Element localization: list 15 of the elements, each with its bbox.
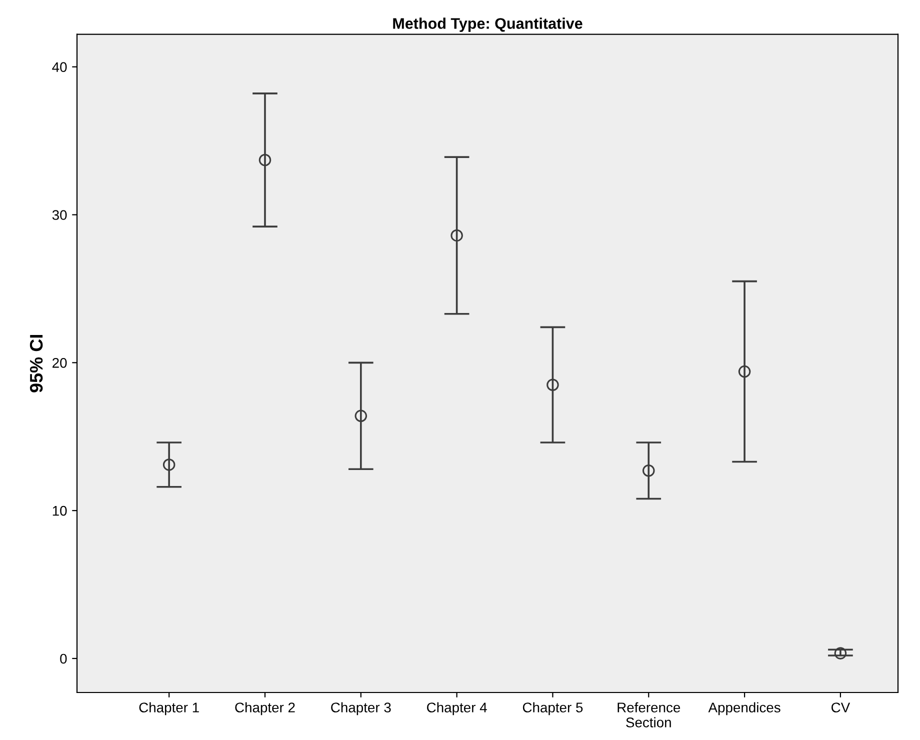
x-tick-label: Chapter 5 — [522, 702, 583, 716]
x-tick-label: Chapter 4 — [427, 702, 487, 716]
y-tick-label: 20 — [52, 358, 67, 368]
x-tick-label: Chapter 3 — [331, 702, 391, 716]
x-tick-label: Chapter 1 — [139, 702, 199, 716]
y-tick-label: 10 — [52, 506, 67, 516]
x-tick-label: Chapter 2 — [235, 702, 295, 716]
x-tick-label: CV — [832, 702, 850, 712]
y-axis-title: 95% CI — [30, 335, 43, 392]
y-tick-label: 30 — [52, 210, 67, 220]
chart-title: Method Type: Quantitative — [393, 18, 582, 32]
y-tick-label: 0 — [60, 654, 67, 664]
y-tick-label: 40 — [52, 62, 67, 72]
x-tick-label: Reference Section — [618, 702, 680, 728]
x-tick-label: Appendices — [708, 702, 780, 716]
